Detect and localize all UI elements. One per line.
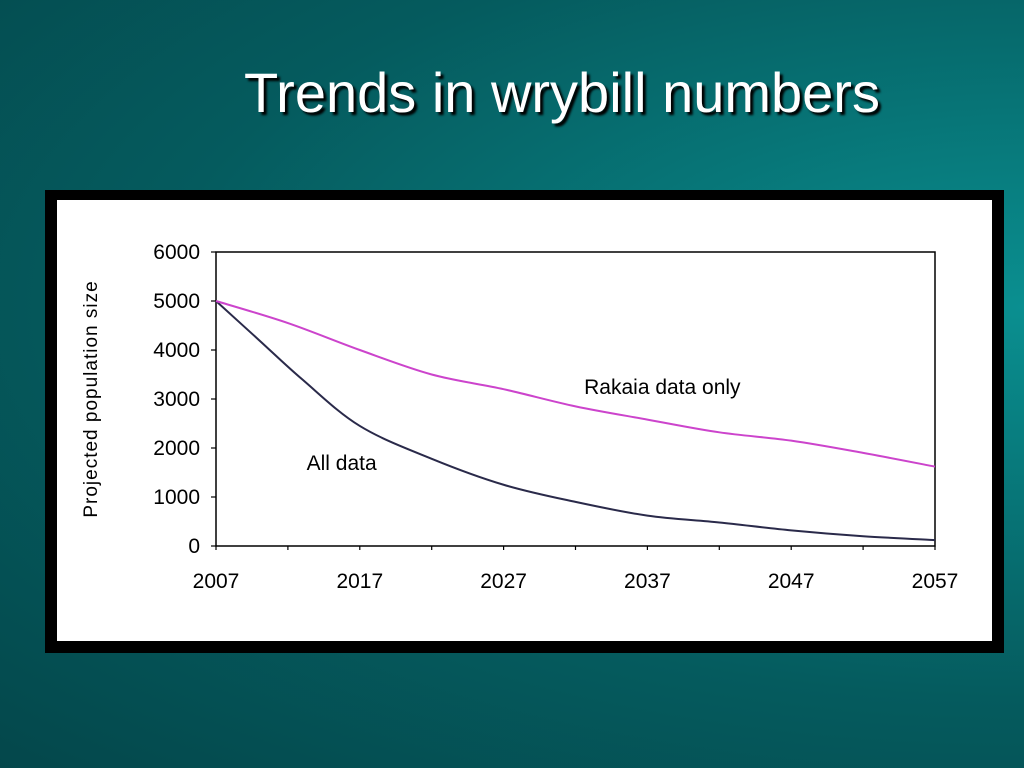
- series-line-rakaia-data-only: [215, 300, 936, 468]
- y-tick-label: 5000: [153, 290, 200, 313]
- y-tick-label: 1000: [153, 486, 200, 509]
- annotation-all-data: All data: [307, 452, 377, 475]
- x-tick-label: 2027: [480, 570, 527, 593]
- slide-title: Trends in wrybill numbers: [244, 61, 880, 124]
- y-tick-label: 3000: [153, 388, 200, 411]
- x-tick-label: 2057: [912, 570, 959, 593]
- annotation-rakaia-data-only: Rakaia data only: [584, 376, 741, 399]
- y-tick-label: 2000: [153, 437, 200, 460]
- y-axis-label: Projected population size: [81, 280, 102, 517]
- x-tick-label: 2047: [768, 570, 815, 593]
- chart-frame: 0 1000 2000 3000 4000 5000 6000 2007 2017 2027 203…: [45, 190, 1004, 653]
- chart-panel: 0 1000 2000 3000 4000 5000 6000 2007 2017 2027 203…: [57, 200, 992, 641]
- population-chart: 0 1000 2000 3000 4000 5000 6000 2007 2017 2027 203…: [81, 241, 959, 593]
- x-tick-label: 2037: [624, 570, 671, 593]
- series-line-all-data: [215, 300, 936, 542]
- y-tick-label: 0: [188, 535, 200, 558]
- x-tick-label: 2017: [336, 570, 383, 593]
- y-tick-label: 6000: [153, 241, 200, 264]
- y-tick-label: 4000: [153, 339, 200, 362]
- x-tick-label: 2007: [193, 570, 240, 593]
